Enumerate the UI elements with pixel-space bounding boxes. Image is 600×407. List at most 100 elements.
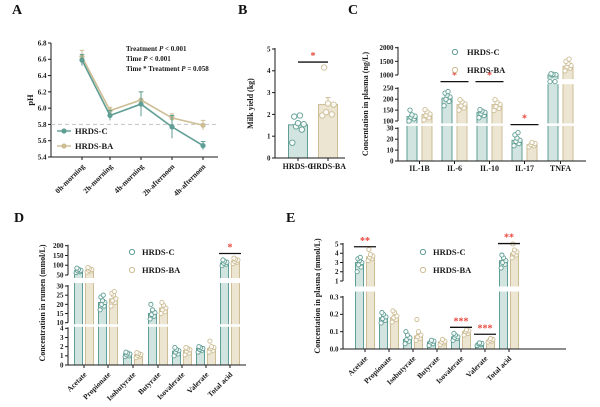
legend-marker-hrds-c (128, 248, 136, 256)
point-hrds-c (200, 143, 206, 149)
y-tick-label: 6.4 (38, 72, 47, 80)
scatter-point (289, 139, 296, 146)
bar-hrds-c (499, 260, 508, 350)
panel-label-c: C (348, 3, 359, 18)
scatter-point (296, 112, 304, 119)
y-tick-label: 150 (53, 252, 64, 260)
y-tick-label: 3 (335, 259, 339, 267)
scatter-point (509, 255, 515, 261)
scatter-point (123, 349, 129, 355)
scatter-point (357, 254, 363, 260)
scatter-point (547, 79, 553, 85)
y-tick-label: 3 (267, 89, 271, 97)
scatter-point (378, 320, 384, 326)
scatter-point (477, 107, 483, 113)
x-tick-label: HRDS-C (283, 162, 314, 171)
scatter-point (208, 344, 215, 350)
x-tick-label: Total acid (206, 369, 235, 398)
significance-star: * (522, 114, 527, 125)
y-axis-label: Concentration in rumen (mmol/L) (38, 244, 47, 361)
y-tick-label: 0.2 (330, 311, 339, 319)
scatter-point (418, 332, 424, 338)
scatter-point (389, 319, 395, 325)
scatter-point (562, 68, 568, 74)
y-tick-label: 10 (57, 319, 65, 327)
scatter-point (457, 96, 463, 103)
bar-hrds-ba (456, 104, 468, 162)
y-tick-label: 1 (335, 277, 339, 285)
legend-label: HRDS-BA (142, 265, 181, 275)
scatter-point (85, 265, 91, 271)
y-tick-label: 250 (383, 85, 394, 93)
x-tick-label: HRDS-BA (310, 162, 346, 171)
legend-label: HRDS-BA (75, 141, 114, 151)
scatter-point (183, 345, 189, 351)
y-tick-label: 2000 (380, 44, 395, 52)
scatter-point (511, 143, 517, 149)
y-tick-label: 4 (60, 325, 64, 333)
y-tick-label: 4 (267, 67, 271, 75)
scatter-point (402, 341, 408, 347)
point-hrds-ba (200, 122, 206, 128)
bar-hrds-ba (85, 269, 94, 366)
scatter-point (492, 96, 498, 103)
bar-hrds-ba (366, 256, 375, 350)
y-tick-label: 1 (267, 133, 271, 141)
scatter-point (511, 247, 518, 253)
y-tick-label: 6.2 (38, 88, 47, 96)
y-tick-label: 1000 (380, 71, 395, 79)
y-tick-label: 20 (387, 136, 395, 144)
scatter-point (366, 246, 372, 253)
x-tick-label: IL-6 (447, 164, 462, 173)
y-tick-label: 50 (57, 271, 65, 279)
y-tick-label: 100 (383, 117, 394, 125)
scatter-point (390, 308, 396, 314)
scatter-point (97, 307, 103, 313)
scatter-point (321, 64, 328, 71)
scatter-point (74, 265, 80, 271)
y-tick-label: 5 (267, 45, 271, 53)
legend-marker-hrds-ba (451, 66, 459, 74)
y-axis-label: Concentation in plasma (mmol/L) (313, 238, 322, 354)
x-tick-label: 4h-afternoon (172, 161, 208, 197)
legend-marker-hrds-ba (61, 143, 67, 149)
y-axis-label: Milk yield (kg) (246, 78, 255, 129)
significance-star: * (228, 243, 233, 254)
scatter-point (422, 107, 428, 113)
scatter-point (428, 337, 435, 343)
y-tick-label: 4 (335, 250, 339, 258)
y-tick-label: 0 (60, 361, 64, 369)
axis-break (68, 324, 247, 327)
scatter-point (548, 71, 554, 77)
legend-label: HRDS-C (433, 247, 466, 257)
point-hrds-c (79, 57, 85, 63)
scatter-point (108, 303, 114, 309)
y-tick-label: 2 (60, 343, 64, 351)
legend-marker-hrds-c (451, 48, 459, 56)
y-tick-label: 6.6 (38, 56, 47, 64)
y-axis-label: Concentation in plasma (ng/L) (361, 52, 370, 157)
y-tick-label: 100 (53, 262, 64, 270)
y-tick-label: 6.0 (38, 105, 47, 113)
panel-label-e: E (286, 211, 296, 226)
scatter-point (148, 301, 154, 307)
y-tick-label: 1500 (380, 58, 395, 66)
scatter-point (552, 79, 558, 85)
scatter-point (147, 316, 153, 322)
panel-label-a: A (12, 3, 23, 18)
point-hrds-c (107, 112, 113, 119)
scatter-point (294, 119, 302, 127)
y-tick-label: 15 (57, 310, 65, 318)
y-tick-label: 1 (60, 352, 64, 360)
panel-label-d: D (14, 211, 25, 226)
legend-label: HRDS-C (142, 247, 175, 257)
scatter-point (476, 340, 483, 346)
bar-hrds-ba (109, 298, 118, 366)
scatter-point (149, 307, 156, 313)
scatter-point (220, 257, 226, 263)
scatter-point (354, 269, 360, 275)
scatter-point (322, 109, 330, 116)
scatter-point (407, 107, 413, 113)
scatter-point (113, 296, 119, 302)
